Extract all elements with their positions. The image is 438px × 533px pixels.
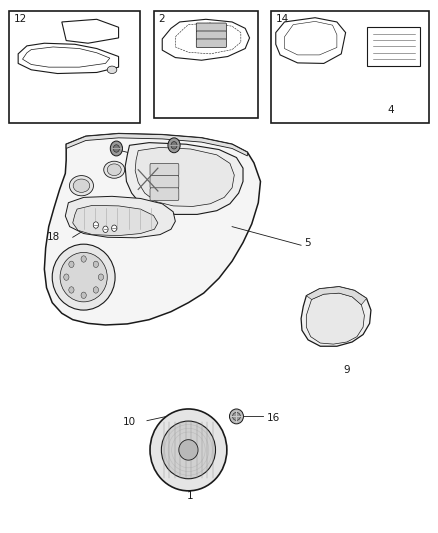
Ellipse shape — [70, 175, 93, 196]
FancyBboxPatch shape — [150, 164, 179, 176]
FancyBboxPatch shape — [196, 23, 226, 31]
Circle shape — [103, 226, 108, 232]
Circle shape — [171, 142, 177, 149]
Ellipse shape — [107, 66, 117, 74]
Text: 14: 14 — [276, 14, 289, 25]
Text: 16: 16 — [267, 413, 280, 423]
Circle shape — [112, 225, 117, 231]
Polygon shape — [44, 134, 261, 325]
Text: 5: 5 — [304, 238, 311, 247]
Circle shape — [98, 274, 103, 280]
Text: 10: 10 — [123, 417, 136, 427]
Circle shape — [93, 222, 99, 228]
Ellipse shape — [104, 161, 125, 178]
Polygon shape — [73, 205, 158, 236]
Ellipse shape — [233, 413, 240, 421]
Circle shape — [110, 141, 123, 156]
FancyBboxPatch shape — [196, 39, 226, 47]
Text: 8: 8 — [219, 167, 226, 177]
Circle shape — [64, 274, 69, 280]
FancyBboxPatch shape — [150, 175, 179, 188]
Bar — [153, 11, 258, 118]
Polygon shape — [306, 293, 364, 344]
Circle shape — [168, 138, 180, 153]
Circle shape — [113, 145, 120, 152]
Ellipse shape — [73, 179, 90, 192]
Text: 12: 12 — [14, 14, 27, 25]
Circle shape — [69, 261, 74, 268]
Bar — [272, 11, 428, 123]
Polygon shape — [301, 287, 371, 346]
Ellipse shape — [150, 409, 227, 491]
Circle shape — [81, 256, 86, 262]
Polygon shape — [135, 148, 234, 206]
Text: 4: 4 — [387, 104, 394, 115]
Ellipse shape — [107, 164, 121, 175]
Circle shape — [93, 261, 99, 268]
Ellipse shape — [161, 421, 215, 479]
Ellipse shape — [179, 440, 198, 460]
Text: 18: 18 — [46, 232, 60, 243]
Text: 1: 1 — [187, 491, 194, 501]
Circle shape — [69, 287, 74, 293]
Ellipse shape — [60, 253, 107, 302]
FancyBboxPatch shape — [196, 31, 226, 39]
Circle shape — [93, 287, 99, 293]
Polygon shape — [306, 287, 367, 305]
Polygon shape — [65, 196, 175, 238]
FancyBboxPatch shape — [150, 188, 179, 200]
Bar — [10, 11, 141, 123]
Ellipse shape — [52, 244, 115, 310]
Polygon shape — [125, 143, 243, 214]
Polygon shape — [66, 134, 247, 156]
Text: 2: 2 — [158, 14, 165, 25]
Ellipse shape — [230, 409, 244, 424]
Text: 9: 9 — [343, 365, 350, 375]
Circle shape — [81, 292, 86, 298]
